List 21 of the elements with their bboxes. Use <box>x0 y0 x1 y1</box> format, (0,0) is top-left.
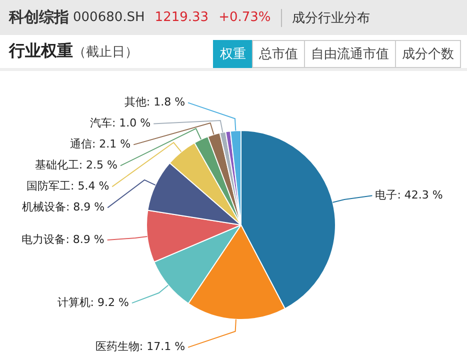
slice-label: 计算机: 9.2 % <box>57 296 129 309</box>
chart-subtitle: （截止日） <box>73 44 138 60</box>
slice-label: 基础化工: 2.5 % <box>34 158 118 172</box>
text: 权重 <box>213 40 253 68</box>
slice-label: 机械设备: 8.9 % <box>22 200 105 214</box>
chart-title: 行业权重 <box>9 41 73 62</box>
slice-label: 汽车: 1.0 % <box>90 116 151 130</box>
text: 000680.SH <box>73 10 145 25</box>
text: +0.73% <box>218 10 271 25</box>
text: 总市值 <box>252 40 305 68</box>
slice-label: 电力设备: 8.9 % <box>22 232 104 246</box>
text: 自由流通市值 <box>304 40 396 68</box>
slice-label: 其他: 1.8 % <box>124 96 186 109</box>
text: 成分个数 <box>395 40 461 68</box>
slice-label: 电子: 42.3 % <box>375 188 443 202</box>
text: 成分行业分布 <box>280 8 370 26</box>
slice-label: 通信: 2.1 % <box>70 138 131 151</box>
slice-label: 医药生物: 17.1 % <box>95 340 186 354</box>
text: 科创综指 <box>9 8 69 27</box>
text: 1219.33 <box>154 10 209 25</box>
slice-label: 国防军工: 5.4 % <box>26 180 110 193</box>
